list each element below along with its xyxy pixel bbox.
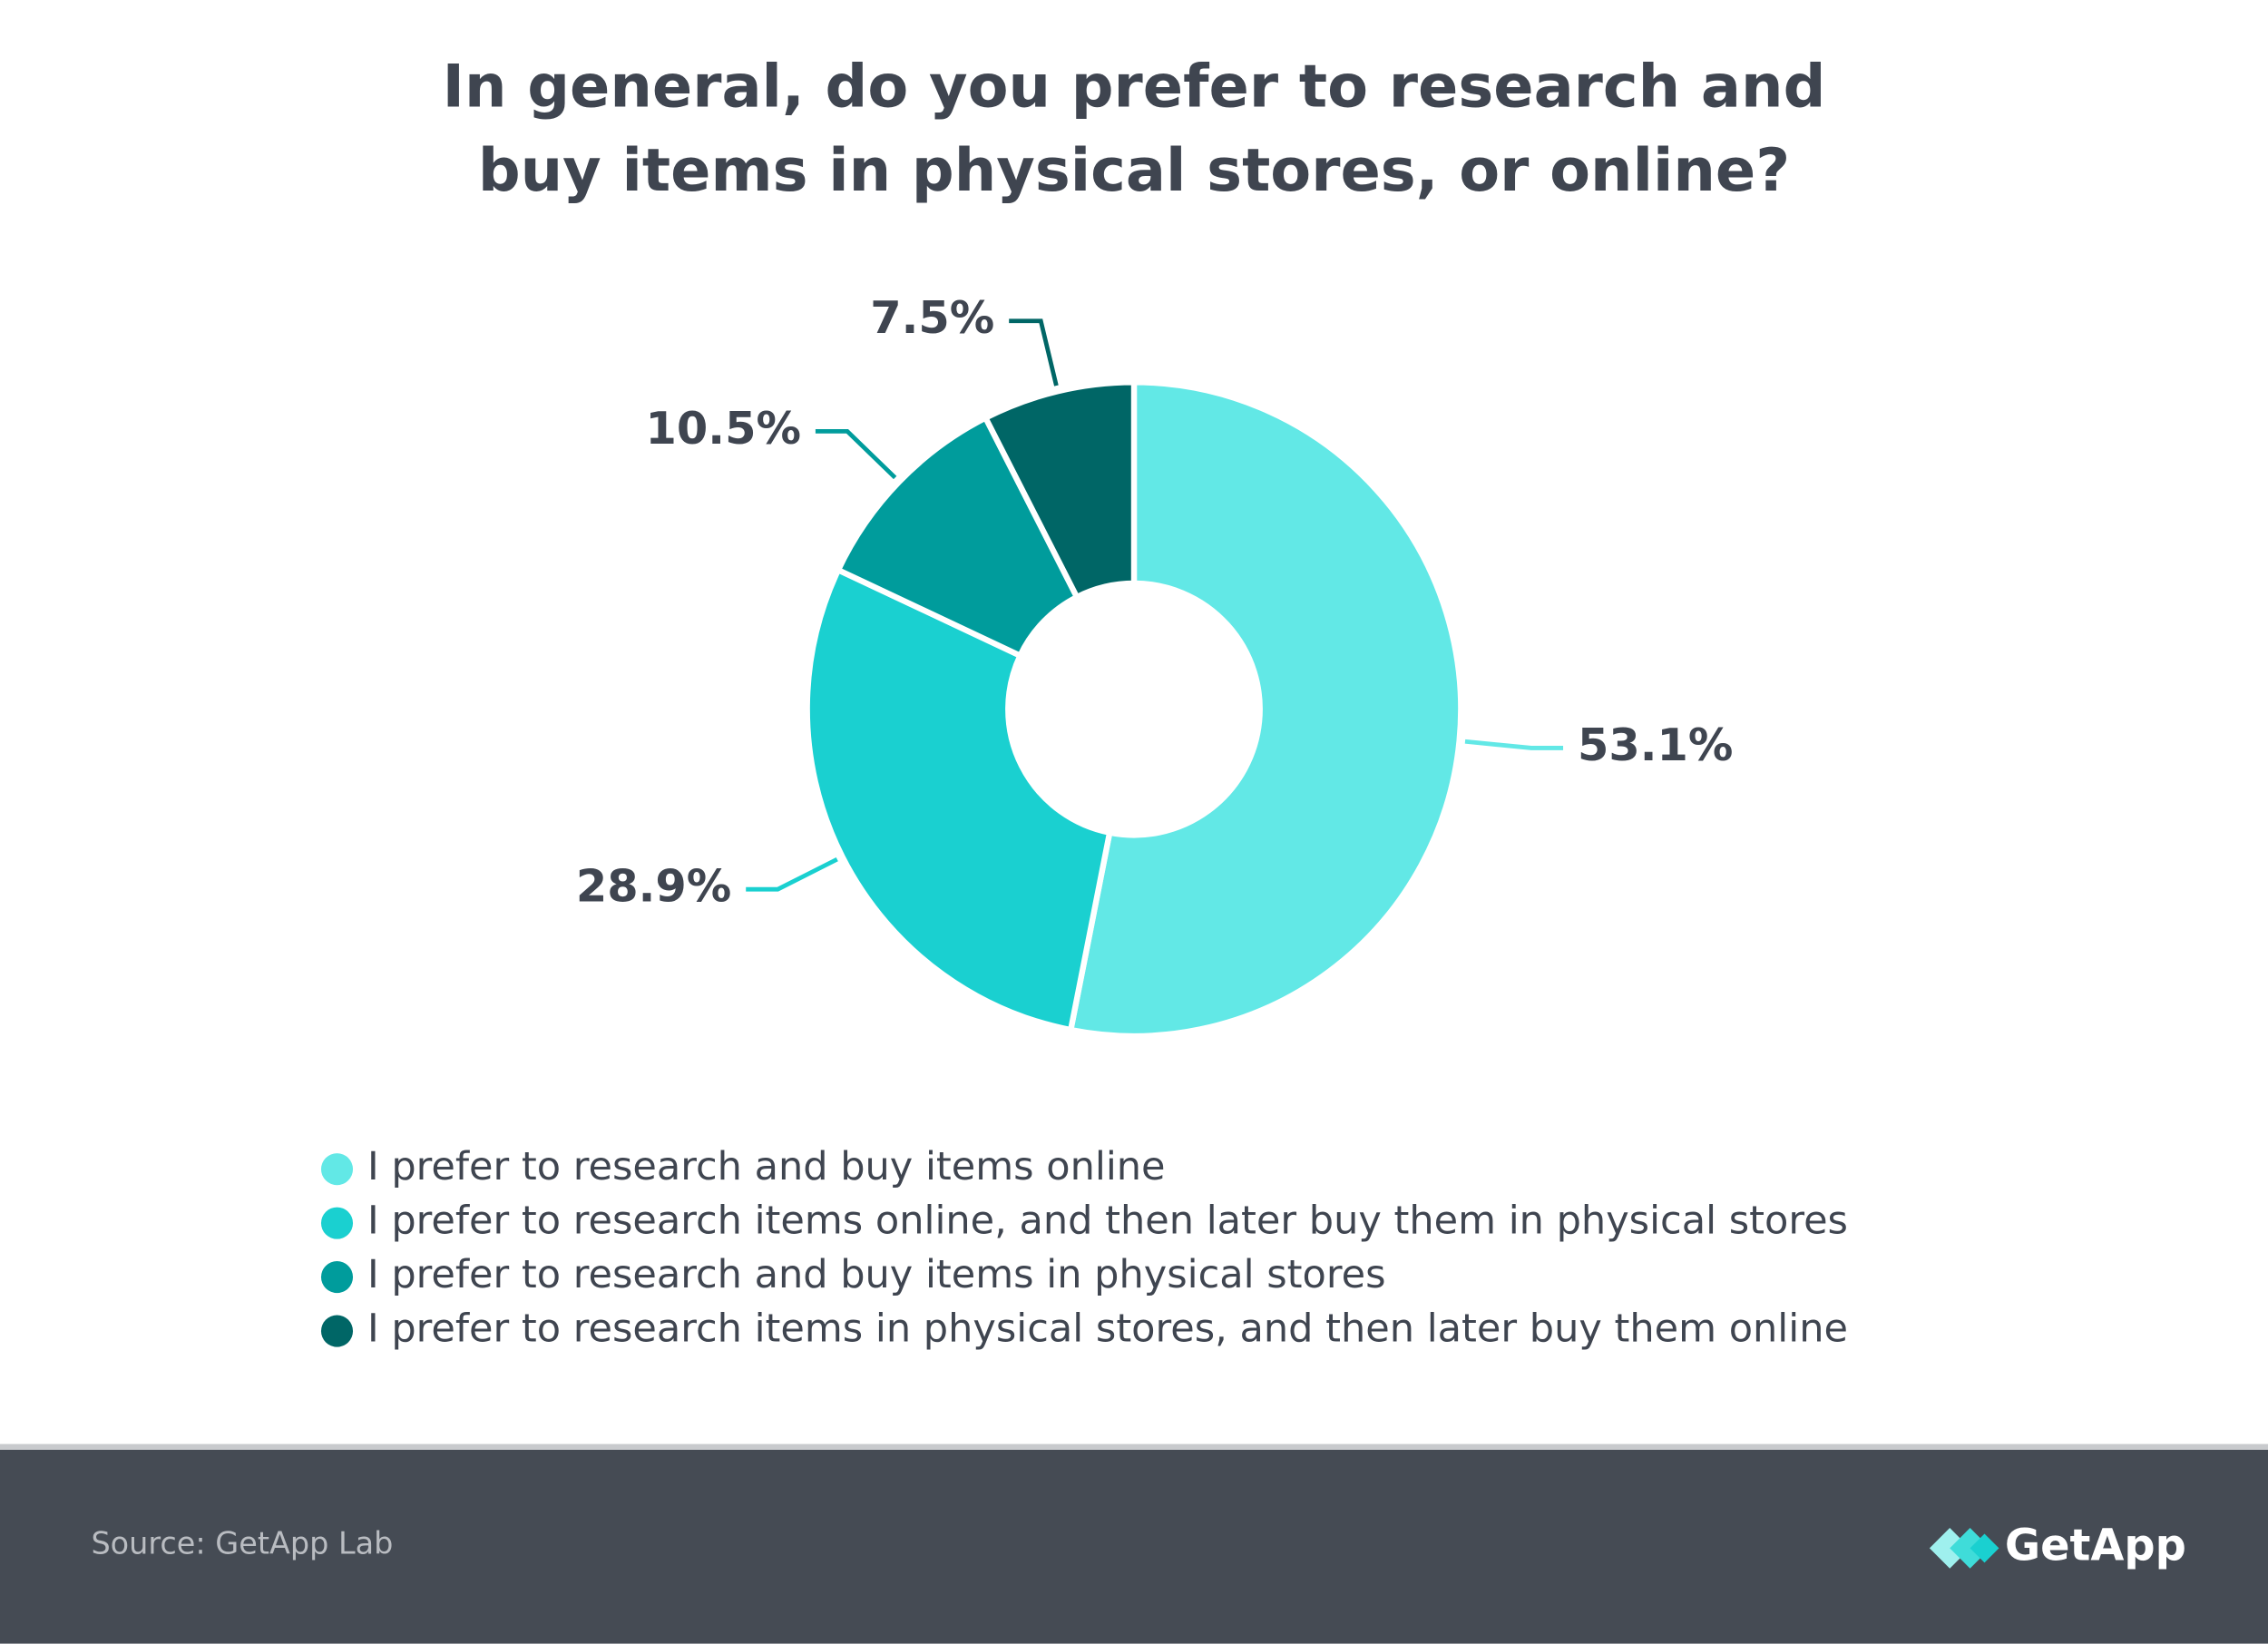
logo: GetApp xyxy=(2005,1521,2186,1571)
data-label: 53.1% xyxy=(1578,719,1733,771)
leader-line xyxy=(746,856,838,892)
legend-label: I prefer to research items in physical s… xyxy=(367,1306,1848,1352)
footer xyxy=(0,1449,2268,1644)
data-label: 28.9% xyxy=(576,860,731,913)
logo-icon xyxy=(1929,1528,1999,1569)
source: Source: GetApp Lab xyxy=(91,1526,393,1561)
legend-label: I prefer to research and buy items in ph… xyxy=(367,1252,1386,1297)
legend-label: I prefer to research and buy items onlin… xyxy=(367,1144,1166,1189)
slice xyxy=(834,414,1081,660)
slice xyxy=(1067,379,1464,1040)
leader-line xyxy=(1009,318,1059,387)
leader-line xyxy=(1464,739,1564,750)
legend-marker xyxy=(320,1261,354,1294)
slice xyxy=(982,379,1138,602)
data-label: 10.5% xyxy=(646,402,801,455)
legend-marker xyxy=(320,1153,354,1186)
chart-title: In general, do you prefer to research an… xyxy=(443,52,1826,121)
legend-marker xyxy=(320,1315,354,1347)
chart-title: buy items in physical stores, or online? xyxy=(478,136,1790,205)
legend-label: I prefer to research items online, and t… xyxy=(367,1199,1848,1244)
data-label: 7.5% xyxy=(870,291,994,344)
leader-line xyxy=(815,429,897,480)
slice xyxy=(804,565,1113,1033)
legend-marker xyxy=(320,1207,354,1239)
footer-border xyxy=(0,1443,2268,1450)
